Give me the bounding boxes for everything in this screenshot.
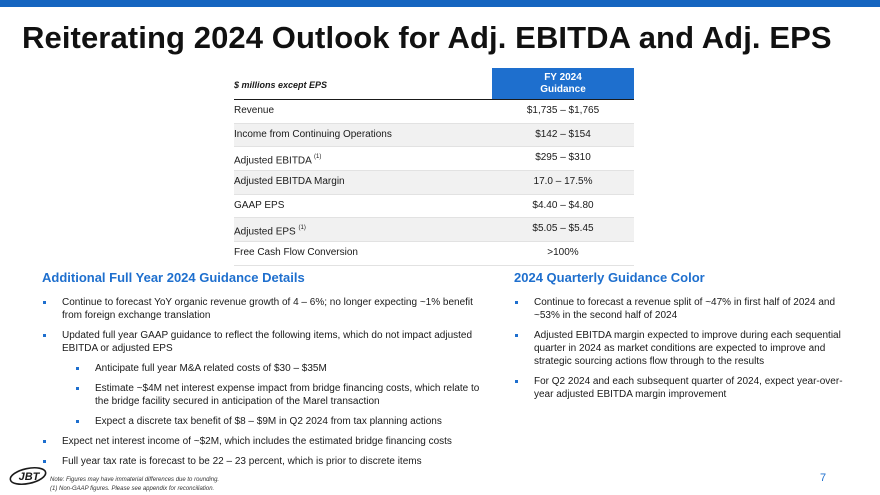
row-value: >100% bbox=[547, 247, 579, 259]
column-header-line1: FY 2024 bbox=[544, 71, 582, 83]
list-item: Continue to forecast a revenue split of … bbox=[510, 296, 845, 322]
row-value: $5.05 – $5.45 bbox=[532, 223, 594, 235]
table-row: Free Cash Flow Conversion >100% bbox=[234, 242, 634, 266]
bullet-icon bbox=[76, 387, 79, 390]
row-metric: GAAP EPS bbox=[234, 199, 285, 211]
top-accent-bar bbox=[0, 0, 880, 7]
column-header-fy2024: FY 2024 Guidance bbox=[492, 68, 634, 99]
right-bullet-list: Continue to forecast a revenue split of … bbox=[510, 296, 845, 408]
bullet-icon bbox=[43, 440, 46, 443]
bullet-icon bbox=[43, 460, 46, 463]
list-item: For Q2 2024 and each subsequent quarter … bbox=[510, 375, 845, 401]
row-metric: Adjusted EBITDA Margin bbox=[234, 176, 345, 188]
footnote: Note: Figures may have immaterial differ… bbox=[50, 476, 219, 494]
table-row: Adjusted EPS (1) $5.05 – $5.45 bbox=[234, 218, 634, 243]
table-row: Adjusted EBITDA Margin 17.0 – 17.5% bbox=[234, 171, 634, 195]
row-metric: Free Cash Flow Conversion bbox=[234, 247, 358, 259]
bullet-icon bbox=[515, 380, 518, 383]
footnote-line-1: Note: Figures may have immaterial differ… bbox=[50, 477, 220, 483]
row-value: $142 – $154 bbox=[535, 128, 591, 140]
row-value: $4.40 – $4.80 bbox=[532, 199, 594, 211]
bullet-icon bbox=[43, 334, 46, 337]
row-metric: Adjusted EBITDA (1) bbox=[234, 154, 322, 167]
bullet-icon bbox=[515, 301, 518, 304]
jbt-logo: JBT bbox=[9, 466, 47, 486]
row-value: $1,735 – $1,765 bbox=[526, 105, 600, 116]
list-item: Estimate ~$4M net interest expense impac… bbox=[38, 382, 490, 408]
left-bullet-list: Continue to forecast YoY organic revenue… bbox=[38, 296, 490, 475]
page-number: 7 bbox=[820, 472, 827, 484]
bullet-icon bbox=[43, 301, 46, 304]
footnote-ref: (1) bbox=[298, 225, 306, 232]
footnote-ref: (1) bbox=[314, 154, 322, 161]
right-section-title: 2024 Quarterly Guidance Color bbox=[514, 270, 705, 285]
table-row: Adjusted EBITDA (1) $295 – $310 bbox=[234, 147, 634, 172]
left-section-title: Additional Full Year 2024 Guidance Detai… bbox=[42, 270, 305, 285]
bullet-icon bbox=[76, 420, 79, 423]
bullet-icon bbox=[515, 334, 518, 337]
row-metric: Income from Continuing Operations bbox=[234, 128, 392, 140]
table-row: Income from Continuing Operations $142 –… bbox=[234, 123, 634, 148]
list-item: Expect net interest income of ~$2M, whic… bbox=[38, 435, 490, 448]
row-value: 17.0 – 17.5% bbox=[533, 176, 593, 188]
row-metric: Revenue bbox=[234, 105, 275, 116]
list-item: Continue to forecast YoY organic revenue… bbox=[38, 296, 490, 322]
units-label: $ millions except EPS bbox=[234, 80, 328, 90]
header-rule bbox=[234, 99, 634, 100]
table-row: GAAP EPS $4.40 – $4.80 bbox=[234, 195, 634, 219]
logo-text: JBT bbox=[19, 471, 41, 483]
list-item: Updated full year GAAP guidance to refle… bbox=[38, 329, 490, 355]
guidance-table: $ millions except EPS FY 2024 Guidance R… bbox=[234, 68, 634, 266]
list-item: Adjusted EBITDA margin expected to impro… bbox=[510, 329, 845, 368]
list-item: Full year tax rate is forecast to be 22 … bbox=[38, 455, 490, 468]
table-header: $ millions except EPS FY 2024 Guidance bbox=[234, 68, 634, 99]
row-metric: Adjusted EPS (1) bbox=[234, 225, 306, 238]
list-item: Expect a discrete tax benefit of $8 – $9… bbox=[38, 415, 490, 428]
slide-title: Reiterating 2024 Outlook for Adj. EBITDA… bbox=[22, 20, 832, 55]
bullet-icon bbox=[76, 367, 79, 370]
list-item: Anticipate full year M&A related costs o… bbox=[38, 362, 490, 375]
column-header-line2: Guidance bbox=[540, 83, 586, 95]
footnote-line-2: (1) Non-GAAP figures. Please see appendi… bbox=[50, 486, 215, 492]
row-value: $295 – $310 bbox=[535, 152, 591, 164]
table-row: Revenue $1,735 – $1,765 bbox=[234, 100, 634, 124]
